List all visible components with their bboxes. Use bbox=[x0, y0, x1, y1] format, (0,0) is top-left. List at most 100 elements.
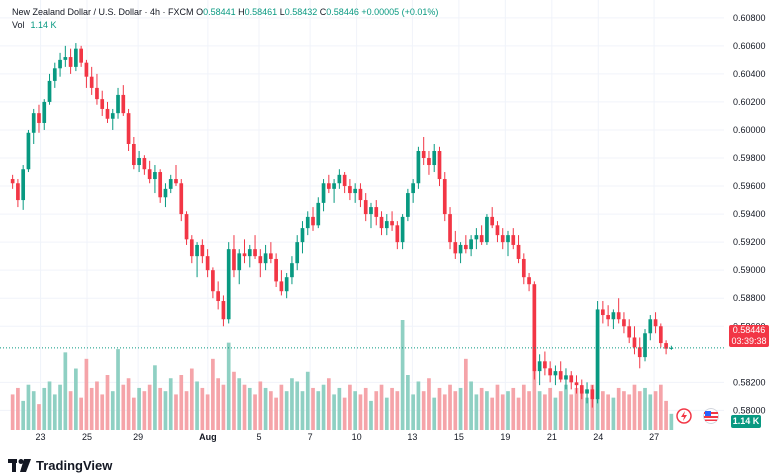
symbol-title: New Zealand Dollar / U.S. Dollar · 4h · … bbox=[12, 7, 194, 17]
candle-body bbox=[337, 174, 342, 184]
volume-bar bbox=[79, 397, 83, 430]
volume-bar bbox=[337, 387, 342, 430]
candle-body bbox=[311, 216, 315, 226]
candle-body bbox=[216, 291, 221, 302]
candle-body bbox=[131, 143, 136, 166]
candle-body bbox=[653, 319, 658, 327]
volume-bar bbox=[500, 394, 505, 430]
candle-body bbox=[469, 239, 473, 250]
candle-body bbox=[416, 151, 421, 184]
candle-body bbox=[121, 94, 126, 114]
volume-bar bbox=[400, 320, 405, 430]
volume-bar bbox=[16, 387, 20, 430]
lightning-event-icon[interactable] bbox=[676, 408, 692, 424]
candle-body bbox=[432, 151, 437, 166]
volume-bar bbox=[116, 349, 120, 430]
volume-bar bbox=[126, 378, 131, 430]
volume-bar bbox=[74, 368, 78, 430]
time-tick-label: 29 bbox=[133, 432, 143, 442]
volume-bar bbox=[437, 387, 442, 430]
candle-body bbox=[258, 256, 263, 264]
time-axis[interactable]: 23 25 29 Aug 5 7 10 13 15 19 21 24 27 bbox=[36, 432, 660, 442]
volume-bar bbox=[237, 378, 242, 430]
time-tick-label: 24 bbox=[593, 432, 603, 442]
volume-bar bbox=[369, 400, 373, 430]
volume-bar bbox=[395, 391, 400, 430]
volume-bar bbox=[110, 391, 115, 430]
candle-body bbox=[116, 94, 120, 114]
ohlc-close: C0.58446 bbox=[319, 7, 359, 17]
price-axis[interactable]: 0.60800 0.60600 0.60400 0.60200 0.60000 0.598… bbox=[733, 13, 766, 416]
candle-body bbox=[379, 216, 384, 229]
volume-bar bbox=[263, 387, 268, 430]
candle-body bbox=[532, 284, 537, 372]
volume-bar bbox=[26, 384, 31, 430]
volume-bar bbox=[564, 384, 568, 430]
volume-bar bbox=[643, 387, 647, 430]
volume-bar bbox=[179, 375, 184, 430]
volume-bar bbox=[142, 391, 147, 430]
candle-body bbox=[305, 216, 310, 229]
volume-bar bbox=[458, 387, 463, 430]
candle-body bbox=[611, 312, 616, 320]
volume-bar bbox=[147, 384, 152, 430]
candle-body bbox=[68, 57, 73, 67]
volume-bar bbox=[616, 387, 621, 430]
candle-body bbox=[616, 312, 621, 320]
volume-bar bbox=[374, 391, 379, 430]
last-price-value: 0.58446 bbox=[732, 325, 766, 335]
volume-bar bbox=[221, 384, 226, 430]
volume-bar bbox=[479, 387, 484, 430]
candle-body bbox=[442, 179, 447, 215]
candle-body bbox=[569, 375, 574, 383]
tradingview-logo-icon bbox=[8, 459, 31, 472]
tradingview-logo[interactable]: TradingView bbox=[8, 458, 112, 473]
price-tick-label: 0.59400 bbox=[733, 209, 766, 219]
candle-body bbox=[16, 183, 20, 201]
candle-body bbox=[147, 169, 152, 180]
price-tick-label: 0.60200 bbox=[733, 97, 766, 107]
tradingview-logo-text: TradingView bbox=[36, 458, 113, 473]
volume-bar bbox=[485, 391, 489, 430]
us-flag-icon[interactable] bbox=[703, 408, 719, 424]
candle-body bbox=[474, 235, 479, 240]
volume-bar bbox=[390, 387, 394, 430]
volume-bar bbox=[105, 375, 110, 430]
candle-body bbox=[247, 249, 252, 257]
candle-body bbox=[26, 132, 31, 170]
time-tick-label: 15 bbox=[454, 432, 464, 442]
volume-bar bbox=[321, 384, 326, 430]
candle-body bbox=[574, 382, 579, 386]
candle-body bbox=[564, 375, 568, 380]
volume-bar bbox=[184, 391, 189, 430]
candle-body bbox=[290, 263, 294, 278]
candle-body bbox=[168, 179, 173, 189]
volume-bar bbox=[84, 358, 89, 430]
price-tick-label: 0.58000 bbox=[733, 405, 766, 415]
time-tick-label: Aug bbox=[199, 432, 217, 442]
time-tick-label: 27 bbox=[649, 432, 659, 442]
candle-body bbox=[158, 172, 163, 198]
candle-body bbox=[648, 319, 653, 334]
volume-bar bbox=[121, 384, 126, 430]
candle-body bbox=[84, 62, 89, 77]
volume-bar bbox=[153, 365, 157, 430]
volume-bar bbox=[211, 358, 215, 430]
candle-body bbox=[221, 301, 226, 320]
candle-body bbox=[595, 309, 600, 400]
volume-bar bbox=[348, 384, 352, 430]
volume-bar bbox=[242, 384, 247, 430]
candle-body bbox=[463, 244, 468, 250]
candle-body bbox=[632, 337, 637, 348]
candle-body bbox=[153, 172, 157, 180]
volume-bar bbox=[63, 352, 68, 430]
price-tick-label: 0.59800 bbox=[733, 153, 766, 163]
price-tick-label: 0.58200 bbox=[733, 377, 766, 387]
candle-body bbox=[232, 249, 236, 271]
volume-bar bbox=[258, 381, 263, 430]
volume-bar bbox=[553, 397, 558, 430]
candle-body bbox=[453, 242, 458, 254]
volume-bar bbox=[379, 384, 384, 430]
volume-legend: Vol 1.14 K bbox=[12, 20, 57, 30]
